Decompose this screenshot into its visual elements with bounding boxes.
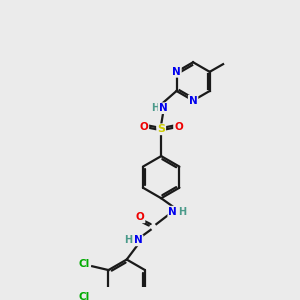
Text: H: H bbox=[178, 207, 186, 217]
Text: N: N bbox=[134, 236, 142, 245]
Text: N: N bbox=[172, 67, 181, 77]
Text: H: H bbox=[124, 236, 133, 245]
Text: O: O bbox=[136, 212, 145, 222]
Text: N: N bbox=[159, 103, 167, 113]
Text: H: H bbox=[152, 103, 160, 113]
Text: N: N bbox=[189, 96, 197, 106]
Text: N: N bbox=[168, 207, 177, 217]
Text: O: O bbox=[140, 122, 148, 132]
Text: Cl: Cl bbox=[79, 259, 90, 269]
Text: S: S bbox=[157, 124, 165, 134]
Text: O: O bbox=[174, 122, 183, 132]
Text: Cl: Cl bbox=[79, 292, 90, 300]
